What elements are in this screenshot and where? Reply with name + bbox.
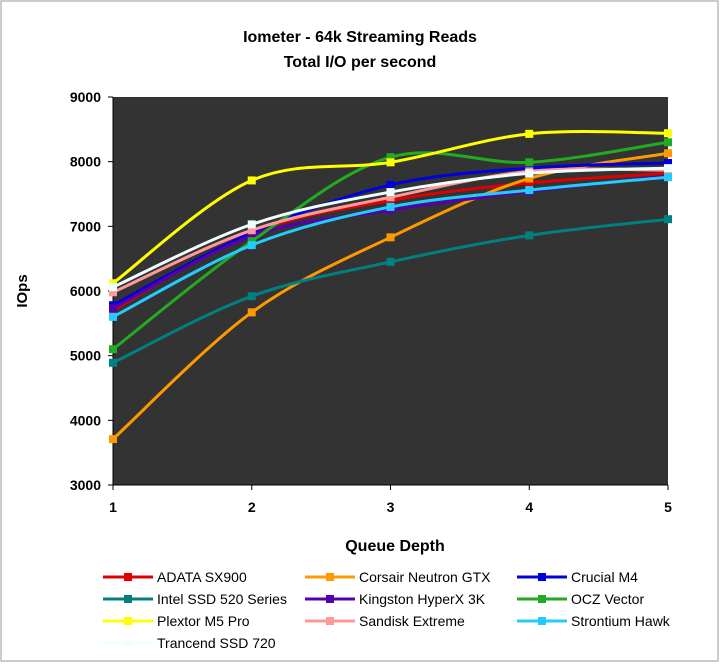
data-point [525, 174, 534, 183]
legend-marker [538, 617, 546, 625]
data-point [525, 179, 534, 188]
legend-item: Corsair Neutron GTX [305, 569, 491, 585]
x-tick-label: 1 [109, 499, 117, 515]
chart-title: Iometer - 64k Streaming Reads [243, 29, 477, 46]
y-tick-label: 5000 [70, 348, 101, 364]
y-tick-label: 9000 [70, 89, 101, 105]
data-point [525, 129, 534, 138]
legend-label: Strontium Hawk [571, 613, 671, 629]
x-tick-label: 3 [387, 499, 395, 515]
data-point [386, 188, 395, 197]
data-point [247, 232, 256, 241]
legend-marker [124, 639, 132, 647]
y-tick-label: 7000 [70, 218, 101, 234]
data-point [109, 312, 117, 321]
data-point [664, 164, 672, 173]
legend-marker [124, 617, 132, 625]
legend-item: Plextor M5 Pro [103, 613, 250, 629]
data-point [109, 345, 117, 354]
y-tick-label: 3000 [70, 477, 101, 493]
data-point [247, 241, 256, 250]
legend-label: Intel SSD 520 Series [157, 591, 287, 607]
legend-marker [326, 573, 334, 581]
data-point [109, 288, 117, 297]
data-point [247, 176, 256, 185]
legend-item: Kingston HyperX 3K [305, 591, 486, 607]
legend-item: Crucial M4 [517, 569, 638, 585]
data-point [386, 180, 395, 189]
data-point [525, 231, 534, 240]
data-point [525, 158, 534, 167]
legend-label: OCZ Vector [571, 591, 644, 607]
x-axis-label: Queue Depth [345, 538, 445, 555]
legend-item: Intel SSD 520 Series [103, 591, 287, 607]
legend-label: Plextor M5 Pro [157, 613, 250, 629]
data-point [247, 226, 256, 235]
legend-marker [124, 595, 132, 603]
legend-label: Kingston HyperX 3K [359, 591, 486, 607]
data-point [247, 220, 256, 229]
y-tick-label: 8000 [70, 154, 101, 170]
chart-subtitle: Total I/O per second [284, 54, 437, 71]
data-point [386, 233, 395, 242]
legend-marker [326, 595, 334, 603]
x-tick-label: 5 [664, 499, 672, 515]
data-point [386, 158, 395, 167]
y-axis-label: IOps [14, 274, 31, 307]
legend-item: Trancend SSD 720 [103, 635, 276, 651]
data-point [664, 215, 672, 224]
x-tick-label: 4 [525, 499, 533, 515]
data-point [525, 186, 534, 195]
data-point [109, 283, 117, 292]
data-point [664, 158, 672, 167]
x-tick-label: 2 [248, 499, 256, 515]
data-point [109, 358, 117, 367]
data-point [386, 257, 395, 266]
data-point [664, 173, 672, 182]
data-point [247, 292, 256, 301]
y-tick-label: 6000 [70, 283, 101, 299]
legend-item: ADATA SX900 [103, 569, 247, 585]
legend-label: Corsair Neutron GTX [359, 569, 491, 585]
legend-marker [124, 573, 132, 581]
data-point [109, 304, 117, 313]
series-line [112, 130, 669, 285]
y-tick-label: 4000 [70, 412, 101, 428]
data-point [109, 435, 117, 444]
legend-item: Sandisk Extreme [305, 613, 465, 629]
legend-item: Strontium Hawk [517, 613, 671, 629]
data-point [386, 202, 395, 211]
data-point [386, 193, 395, 202]
legend-label: ADATA SX900 [157, 569, 247, 585]
data-point [664, 129, 672, 138]
data-point [247, 308, 256, 317]
data-point [525, 169, 534, 178]
legend-marker [538, 595, 546, 603]
legend-marker [326, 617, 334, 625]
data-point [664, 138, 672, 147]
legend-marker [538, 573, 546, 581]
legend-label: Sandisk Extreme [359, 613, 465, 629]
legend-item: OCZ Vector [517, 591, 644, 607]
data-point [664, 149, 672, 158]
data-point [386, 153, 395, 162]
legend-label: Crucial M4 [571, 569, 638, 585]
legend-label: Trancend SSD 720 [157, 635, 276, 651]
